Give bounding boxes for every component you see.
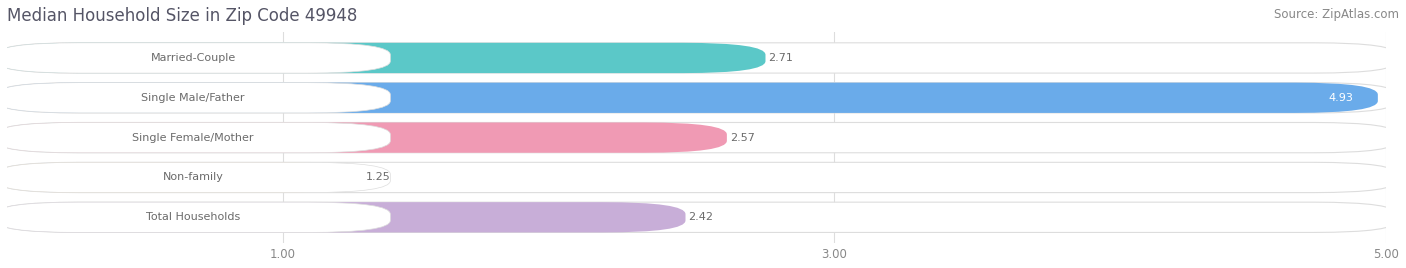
Text: 1.25: 1.25 — [366, 173, 391, 183]
FancyBboxPatch shape — [0, 43, 1398, 73]
FancyBboxPatch shape — [0, 43, 391, 73]
FancyBboxPatch shape — [0, 122, 727, 153]
FancyBboxPatch shape — [0, 162, 363, 193]
FancyBboxPatch shape — [0, 202, 686, 232]
FancyBboxPatch shape — [0, 43, 765, 73]
Text: 2.42: 2.42 — [689, 212, 713, 222]
FancyBboxPatch shape — [0, 202, 1398, 232]
FancyBboxPatch shape — [0, 162, 1398, 193]
Text: 2.57: 2.57 — [730, 133, 755, 143]
FancyBboxPatch shape — [0, 83, 1378, 113]
FancyBboxPatch shape — [0, 122, 391, 153]
Text: 2.71: 2.71 — [768, 53, 793, 63]
Text: Non-family: Non-family — [163, 173, 224, 183]
Text: Median Household Size in Zip Code 49948: Median Household Size in Zip Code 49948 — [7, 7, 357, 25]
FancyBboxPatch shape — [0, 202, 391, 232]
FancyBboxPatch shape — [0, 83, 1398, 113]
Text: 4.93: 4.93 — [1329, 93, 1353, 103]
Text: Single Female/Mother: Single Female/Mother — [132, 133, 254, 143]
Text: Total Households: Total Households — [146, 212, 240, 222]
FancyBboxPatch shape — [0, 162, 391, 193]
Text: Single Male/Father: Single Male/Father — [142, 93, 245, 103]
FancyBboxPatch shape — [0, 122, 1398, 153]
Text: Source: ZipAtlas.com: Source: ZipAtlas.com — [1274, 8, 1399, 21]
Text: Married-Couple: Married-Couple — [150, 53, 236, 63]
FancyBboxPatch shape — [0, 83, 391, 113]
